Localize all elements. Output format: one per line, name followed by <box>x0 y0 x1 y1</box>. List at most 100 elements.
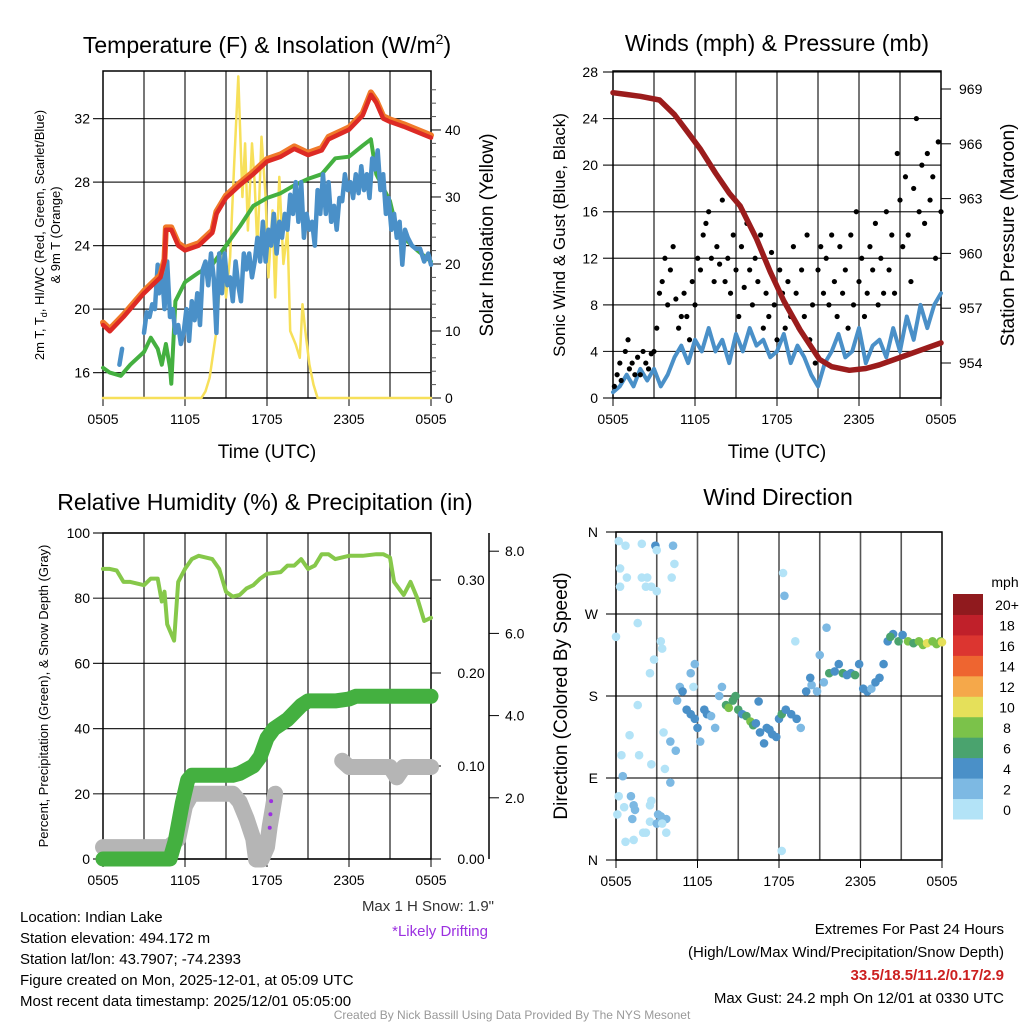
snow-y-tick-label: 6.0 <box>505 625 525 641</box>
likely-drifting-point <box>267 825 272 830</box>
temp-y-axis-label: 2m T, Td, HI/WC (Red, Green, Scarlet/Blu… <box>32 110 49 360</box>
wind-direction-point <box>801 687 811 696</box>
gust-point <box>891 290 898 296</box>
pressure-y-tick-label: 969 <box>959 81 983 97</box>
wind-direction-point <box>690 659 700 669</box>
rh-x-tick-label: 0505 <box>87 872 118 888</box>
temp-y-tick-label: 24 <box>74 238 90 254</box>
wind-direction-point <box>819 678 829 687</box>
wind-panel-title: Winds (mph) & Pressure (mb) <box>625 30 929 56</box>
gust-point <box>637 372 643 378</box>
temp-y-tick-label: 20 <box>74 301 90 317</box>
gust-point <box>722 278 728 285</box>
wind-direction-point <box>619 802 629 812</box>
wind-direction-point <box>830 667 839 676</box>
wind-direction-point <box>812 687 822 696</box>
temp-y-axis-label-line2: & 9m T (Orange) <box>48 186 63 283</box>
wind-direction-point <box>628 814 637 824</box>
gust-point <box>809 302 816 308</box>
temp-x-tick-label: 0505 <box>415 411 446 427</box>
wind-direction-point <box>647 760 656 769</box>
temp-x-tick-label: 1705 <box>251 411 282 427</box>
gust-point <box>676 325 682 331</box>
wind-direction-point <box>731 691 740 701</box>
gust-point <box>908 278 914 285</box>
rh-y-tick-label: 20 <box>74 786 90 802</box>
gust-point <box>924 150 930 157</box>
gust-point <box>886 267 892 273</box>
colorbar-label: 2 <box>1003 781 1011 797</box>
gust-point <box>768 249 775 256</box>
gust-point <box>930 174 936 180</box>
colorbar-swatch <box>953 737 983 759</box>
wind-direction-point <box>657 644 667 653</box>
wind-direction-point <box>780 591 789 601</box>
gust-point <box>635 354 641 360</box>
gust-point <box>703 220 709 226</box>
gust-point <box>916 209 922 215</box>
wind-direction-point <box>617 750 626 760</box>
gust-point <box>730 232 736 238</box>
gust-point <box>695 255 701 261</box>
gust-point <box>826 302 832 308</box>
gust-point <box>747 267 753 273</box>
colorbar-label: 8 <box>1003 720 1011 736</box>
gust-point <box>622 348 628 355</box>
gust-point <box>859 255 865 261</box>
precip-y-tick-label: 0.00 <box>457 851 484 867</box>
gust-point <box>659 278 665 285</box>
rh-y-tick-label: 40 <box>74 721 90 737</box>
temp-x-tick-label: 2305 <box>333 411 364 427</box>
gust-point <box>774 337 780 343</box>
direction-x-tick-label: 1705 <box>763 873 794 889</box>
wind-direction-point <box>613 810 622 819</box>
rh-y-axis-label: Percent, Precipitation (Green), & Snow D… <box>36 545 51 848</box>
gust-point <box>777 267 783 273</box>
wind-direction-point <box>686 668 696 678</box>
wind-direction-point <box>641 828 651 837</box>
direction-y-tick-label: S <box>589 688 598 704</box>
gust-point <box>894 150 900 157</box>
snow-y-tick-label: 4.0 <box>505 708 525 724</box>
direction-y-tick-label: W <box>585 606 599 622</box>
credit-text: Created By Nick Bassill Using Data Provi… <box>334 1008 691 1022</box>
gust-point <box>922 220 928 226</box>
rh-x-tick-label: 1705 <box>251 872 282 888</box>
gust-point <box>938 209 944 215</box>
gust-point <box>719 197 725 203</box>
insolation-y-tick-label: 40 <box>445 122 461 138</box>
gust-point <box>632 372 638 378</box>
gust-point <box>717 261 723 267</box>
direction-y-axis-label: Direction (Colored By Speed) <box>551 572 572 819</box>
wind-direction-point <box>834 659 844 669</box>
gust-point <box>706 209 712 215</box>
wind-chill-line <box>141 148 434 347</box>
wind-y-tick-label: 16 <box>582 204 598 220</box>
gust-point <box>829 232 835 238</box>
two-meter-temp-line <box>100 92 434 334</box>
wind-plot-area <box>612 70 942 406</box>
colorbar-title: mph <box>991 574 1018 590</box>
pressure-y-tick-label: 963 <box>959 191 983 207</box>
gust-point <box>611 383 617 389</box>
temp-x-tick-label: 1105 <box>170 411 200 427</box>
gust-point <box>889 232 895 238</box>
gust-point <box>878 255 884 261</box>
wind-direction-point <box>630 805 640 815</box>
wind-y-tick-label: 28 <box>582 64 598 80</box>
colorbar-swatch <box>953 634 983 656</box>
gust-point <box>820 290 827 296</box>
precipitation-line <box>95 688 439 867</box>
wind-direction-point <box>621 541 630 550</box>
gust-point <box>617 360 623 366</box>
gust-point <box>853 209 859 215</box>
gust-point <box>654 325 660 331</box>
gust-point <box>662 255 668 261</box>
gust-point <box>812 360 818 366</box>
wind-direction-point <box>751 719 761 728</box>
gust-point <box>763 290 769 296</box>
temp-y-tick-label: 28 <box>74 174 90 190</box>
wind-direction-point <box>879 659 888 669</box>
gust-point <box>927 197 933 203</box>
